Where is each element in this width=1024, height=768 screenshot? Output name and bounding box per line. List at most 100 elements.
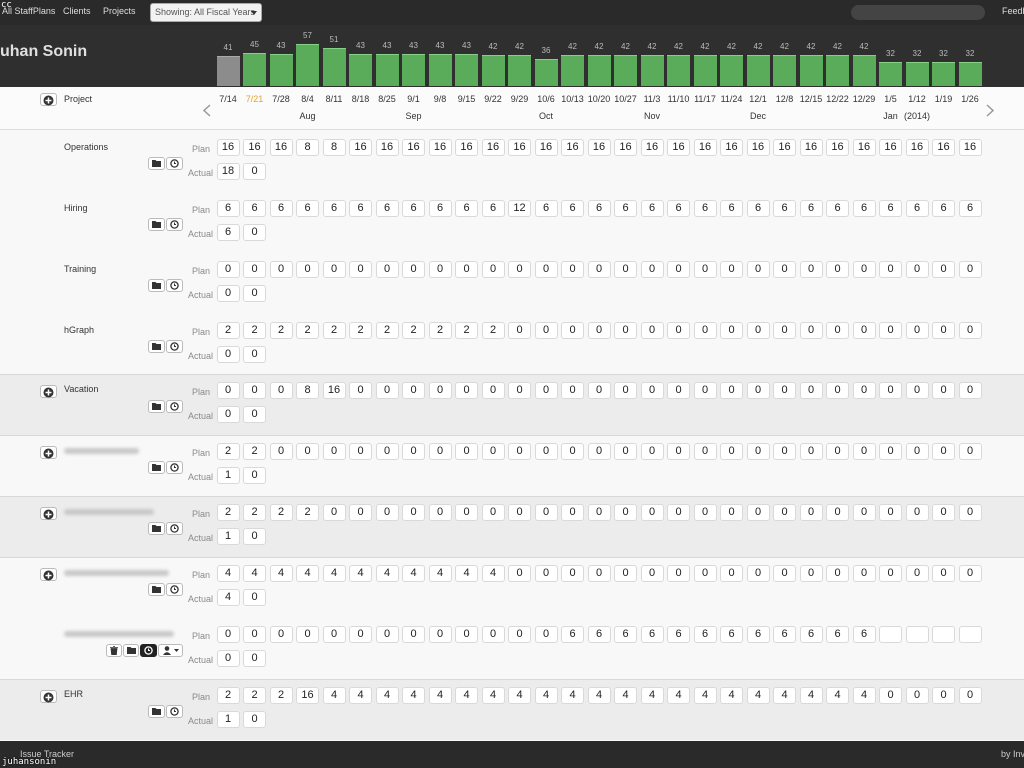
plan-cell[interactable]: 0 [375,382,399,399]
plan-cell[interactable]: 16 [216,139,240,156]
plan-cell[interactable]: 0 [879,565,902,582]
plan-cell[interactable]: 16 [720,139,743,156]
archive-button[interactable] [148,400,165,413]
plan-cell[interactable]: 6 [826,626,849,643]
plan-cell[interactable]: 0 [905,322,929,339]
plan-cell[interactable]: 2 [296,504,319,521]
plan-cell[interactable]: 6 [693,200,717,217]
plan-cell[interactable]: 6 [667,200,690,217]
plan-cell[interactable]: 0 [667,382,690,399]
plan-cell[interactable]: 6 [322,200,346,217]
plan-cell[interactable]: 0 [667,504,690,521]
plan-cell[interactable]: 0 [852,322,876,339]
plan-cell[interactable]: 6 [614,200,637,217]
plan-cell[interactable]: 0 [455,443,478,460]
actuals-button[interactable] [166,218,183,231]
plan-cell[interactable]: 0 [428,261,452,278]
plan-cell[interactable]: 0 [243,382,266,399]
plan-cell[interactable]: 4 [852,687,876,704]
plan-cell[interactable]: 12 [508,200,531,217]
plan-cell[interactable]: 6 [614,626,637,643]
plan-cell[interactable]: 2 [243,322,266,339]
plan-cell[interactable]: 16 [799,139,823,156]
search-box[interactable] [851,5,985,20]
actuals-button[interactable] [166,157,183,170]
actuals-button[interactable] [166,340,183,353]
plan-cell[interactable]: 0 [958,382,982,399]
plan-cell[interactable]: 2 [349,322,372,339]
plan-cell[interactable]: 4 [216,565,240,582]
plan-cell[interactable]: 4 [826,687,849,704]
plan-cell[interactable]: 0 [243,261,266,278]
plan-cell[interactable]: 0 [375,443,399,460]
plan-cell[interactable]: 0 [481,261,505,278]
plan-cell[interactable]: 6 [932,200,955,217]
plan-cell[interactable] [932,626,955,643]
plan-cell[interactable]: 4 [587,687,611,704]
plan-cell[interactable]: 0 [375,626,399,643]
plan-cell[interactable]: 4 [799,687,823,704]
plan-cell[interactable]: 6 [640,200,664,217]
plan-cell[interactable]: 16 [905,139,929,156]
plan-cell[interactable]: 4 [508,687,531,704]
plan-cell[interactable]: 6 [773,626,796,643]
plan-cell[interactable]: 0 [614,322,637,339]
plan-cell[interactable]: 0 [455,382,478,399]
plan-cell[interactable]: 0 [879,322,902,339]
plan-cell[interactable]: 0 [561,382,584,399]
plan-cell[interactable]: 0 [481,504,505,521]
plan-cell[interactable]: 0 [958,687,982,704]
plan-cell[interactable]: 0 [773,565,796,582]
nav-link[interactable]: Projects [103,6,136,16]
plan-cell[interactable]: 0 [693,322,717,339]
plan-cell[interactable]: 4 [667,687,690,704]
actual-cell[interactable]: 0 [243,163,266,180]
plan-cell[interactable]: 0 [534,443,558,460]
plan-cell[interactable]: 0 [773,322,796,339]
delete-button[interactable] [106,644,122,657]
plan-cell[interactable]: 4 [349,687,372,704]
plan-cell[interactable]: 0 [614,261,637,278]
actuals-button[interactable] [166,461,183,474]
archive-button[interactable] [148,461,165,474]
plan-cell[interactable]: 0 [932,322,955,339]
archive-button[interactable] [148,705,165,718]
plan-cell[interactable]: 0 [269,626,293,643]
add-button[interactable] [40,507,57,520]
plan-cell[interactable]: 0 [508,626,531,643]
plan-cell[interactable]: 0 [296,261,319,278]
plan-cell[interactable]: 0 [958,565,982,582]
plan-cell[interactable]: 0 [879,443,902,460]
plan-cell[interactable]: 0 [614,565,637,582]
actual-cell[interactable]: 0 [243,650,266,667]
plan-cell[interactable]: 0 [852,504,876,521]
plan-cell[interactable]: 16 [932,139,955,156]
plan-cell[interactable]: 4 [534,687,558,704]
plan-cell[interactable]: 16 [455,139,478,156]
plan-cell[interactable]: 0 [879,261,902,278]
plan-cell[interactable]: 0 [428,382,452,399]
add-button[interactable] [40,690,57,703]
plan-cell[interactable]: 0 [296,443,319,460]
plan-cell[interactable]: 16 [746,139,770,156]
plan-cell[interactable]: 0 [667,443,690,460]
plan-cell[interactable]: 0 [561,261,584,278]
plan-cell[interactable]: 2 [243,504,266,521]
plan-cell[interactable]: 0 [640,382,664,399]
actuals-button[interactable] [140,644,157,657]
plan-cell[interactable]: 4 [296,565,319,582]
plan-cell[interactable]: 0 [216,626,240,643]
plan-cell[interactable]: 0 [746,382,770,399]
plan-cell[interactable]: 0 [879,504,902,521]
plan-cell[interactable]: 16 [481,139,505,156]
plan-cell[interactable]: 0 [587,565,611,582]
plan-cell[interactable]: 6 [720,626,743,643]
archive-button[interactable] [123,644,139,657]
plan-cell[interactable]: 6 [852,626,876,643]
plan-cell[interactable]: 0 [693,565,717,582]
plan-cell[interactable]: 0 [852,565,876,582]
actual-cell[interactable]: 0 [216,346,240,363]
plan-cell[interactable]: 0 [773,443,796,460]
actual-cell[interactable]: 4 [216,589,240,606]
plan-cell[interactable]: 8 [296,382,319,399]
